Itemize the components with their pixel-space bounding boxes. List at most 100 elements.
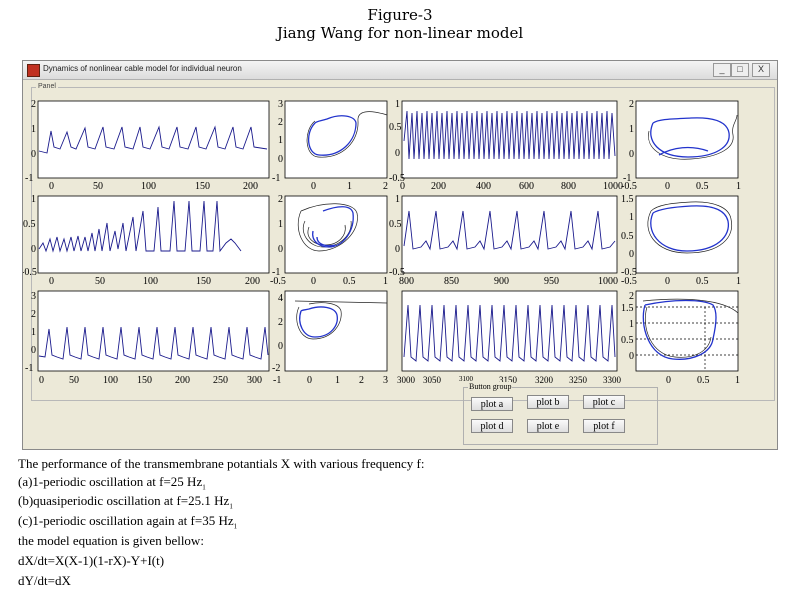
tick-label: -0.5	[621, 181, 637, 192]
plot-row1-b: 0 1 2 3 2 1 0 -1	[272, 99, 388, 192]
tick-label: 0	[31, 149, 36, 160]
tick-label: 850	[444, 276, 459, 287]
plot-row2-d: -0.5 0 0.5 1 1.5 1 0.5 0 -0.5	[621, 194, 741, 287]
plot-row3-d: 0 0.5 1 2 1.5 1 0.5 0	[621, 290, 740, 386]
tick-label: 4	[278, 293, 283, 304]
window-title: Dynamics of nonlinear cable model for in…	[43, 64, 242, 73]
description-line-a: (a)1-periodic oscillation at f=25 Hz1	[18, 473, 206, 497]
plot-a-button[interactable]: plot a	[471, 397, 513, 411]
plot-e-button[interactable]: plot e	[527, 419, 569, 433]
tick-label: 3	[31, 291, 36, 302]
tick-label: 50	[95, 276, 105, 287]
tick-label: 100	[143, 276, 158, 287]
tick-label: 2	[629, 291, 634, 302]
maximize-button[interactable]: □	[731, 63, 749, 77]
tick-label: 3	[278, 99, 283, 110]
tick-label: 1000	[603, 181, 623, 192]
tick-label: 0	[665, 276, 670, 287]
tick-label: 1.5	[621, 194, 634, 205]
subscript: 1	[202, 483, 206, 492]
minimize-button[interactable]: _	[713, 63, 731, 77]
tick-label: 0	[395, 148, 400, 159]
tick-label: 3000	[397, 375, 416, 385]
tick-label: 200	[431, 181, 446, 192]
tick-label: 1	[735, 375, 740, 386]
tick-label: 400	[476, 181, 491, 192]
plot-d-button[interactable]: plot d	[471, 419, 513, 433]
tick-label: 0	[400, 181, 405, 192]
tick-label: 0	[629, 249, 634, 260]
tick-label: 0.5	[23, 219, 36, 230]
tick-label: 0	[307, 375, 312, 386]
tick-label: 0.5	[696, 181, 709, 192]
tick-label: 0.5	[389, 122, 402, 133]
description-text: (b)quasiperiodic oscillation at f=25.1 H…	[18, 493, 230, 508]
tick-label: 1.5	[621, 303, 634, 314]
tick-label: 200	[243, 181, 258, 192]
tick-label: 100	[141, 181, 156, 192]
tick-label: 0	[395, 244, 400, 255]
tick-label: 0	[278, 244, 283, 255]
tick-label: 600	[519, 181, 534, 192]
tick-label: 100	[103, 375, 118, 386]
tick-label: 0	[629, 149, 634, 160]
tick-label: 2	[31, 99, 36, 110]
tick-label: 0.5	[343, 276, 356, 287]
tick-label: -1	[25, 173, 33, 184]
tick-label: 50	[93, 181, 103, 192]
description-line-c: (c)1-periodic oscillation again at f=35 …	[18, 512, 237, 536]
subscript: 1	[229, 502, 233, 511]
tick-label: -0.5	[621, 267, 637, 278]
tick-label: 50	[69, 375, 79, 386]
plot-row2-b: -0.5 0 0.5 1 2 1 0 -1	[270, 194, 388, 287]
close-button[interactable]: X	[752, 63, 770, 77]
tick-label: 0	[278, 341, 283, 352]
tick-label: 0	[39, 375, 44, 386]
tick-label: 0	[278, 154, 283, 165]
tick-label: 950	[544, 276, 559, 287]
tick-label: 3	[383, 375, 388, 386]
plot-row3-a: 0 50 100 150 200 250 300 3 2 1 0 -1	[25, 290, 270, 386]
tick-label: 1	[629, 212, 634, 223]
tick-label: 1	[347, 181, 352, 192]
equation-line: dY/dt=dX	[18, 573, 71, 588]
plot-b-button[interactable]: plot b	[527, 395, 569, 409]
app-window: Dynamics of nonlinear cable model for in…	[22, 60, 778, 450]
tick-label: 0	[665, 181, 670, 192]
tick-label: 2	[359, 375, 364, 386]
plot-c-button[interactable]: plot c	[583, 395, 625, 409]
tick-label: 1	[31, 327, 36, 338]
tick-label: 0.5	[697, 375, 710, 386]
figure-title: Figure-3	[367, 6, 433, 24]
tick-label: 0	[31, 345, 36, 356]
tick-label: 0	[311, 181, 316, 192]
tick-label: 1	[629, 124, 634, 135]
tick-label: 0	[666, 375, 671, 386]
tick-label: 1	[736, 181, 741, 192]
window-titlebar[interactable]: Dynamics of nonlinear cable model for in…	[23, 61, 777, 80]
tick-label: 2	[278, 194, 283, 205]
tick-label: 0	[49, 181, 54, 192]
panel-frame	[31, 87, 775, 401]
button-group	[463, 387, 658, 445]
figure-subtitle: Jiang Wang for non-linear model	[276, 24, 524, 42]
tick-label: 1	[736, 276, 741, 287]
description-line: the model equation is given bellow:	[18, 533, 204, 548]
tick-label: 2	[31, 309, 36, 320]
tick-label: 250	[213, 375, 228, 386]
tick-label: 1	[395, 194, 400, 205]
tick-label: 1	[629, 319, 634, 330]
plot-f-button[interactable]: plot f	[583, 419, 625, 433]
plot-row2-c: 800 850 900 950 1000 1 0.5 0 -0.5	[389, 194, 618, 287]
description-line: The performance of the transmembrane pot…	[18, 456, 425, 471]
tick-label: 0.5	[621, 335, 634, 346]
tick-label: 0	[31, 244, 36, 255]
tick-label: 1	[383, 276, 388, 287]
tick-label: 2	[278, 117, 283, 128]
tick-label: 1	[395, 99, 400, 110]
tick-label: -1	[623, 173, 631, 184]
tick-label: -1	[272, 267, 280, 278]
tick-label: 200	[175, 375, 190, 386]
tick-label: 1	[278, 219, 283, 230]
plot-row1-c: 0 200 400 600 800 1000 1 0.5 0 -0.5	[389, 99, 623, 192]
